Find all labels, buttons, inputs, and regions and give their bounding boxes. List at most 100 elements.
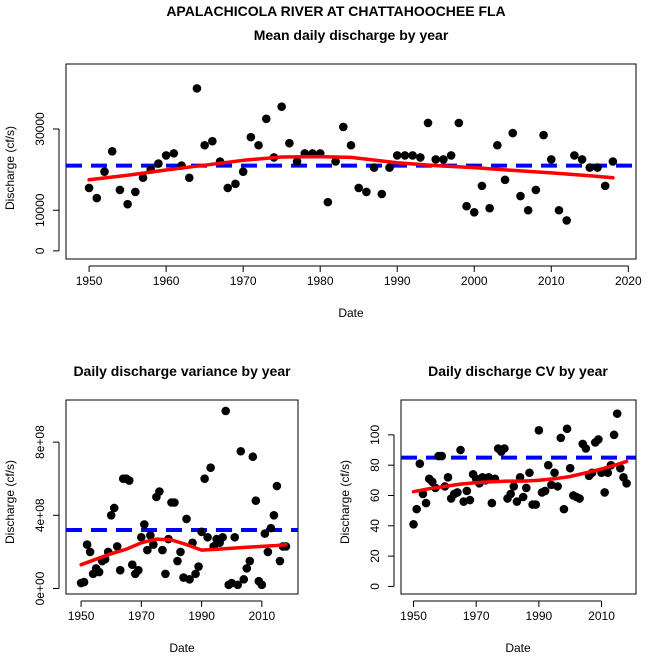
data-point (182, 514, 191, 524)
data-point (134, 565, 143, 575)
data-point (443, 472, 453, 482)
data-point (446, 151, 456, 160)
data-point (155, 487, 164, 496)
data-point (506, 489, 515, 499)
plot-frame (400, 399, 637, 595)
data-point (608, 157, 618, 166)
data-point (369, 163, 379, 172)
data-point (230, 532, 240, 542)
y-tick-label: 30000 (33, 112, 47, 146)
data-point (609, 430, 619, 440)
chart-title: Daily discharge variance by year (73, 363, 291, 379)
chart-panel-cv: Daily discharge CV by year Date Discharg… (338, 363, 637, 655)
data-point (242, 564, 252, 573)
data-point (385, 163, 394, 172)
data-point (257, 580, 267, 590)
data-point (518, 492, 528, 502)
data-point (534, 426, 544, 435)
data-point (577, 155, 587, 164)
data-point (622, 479, 631, 488)
y-tick-label: 40 (368, 519, 382, 533)
data-point (239, 575, 249, 584)
x-axis-label: Date (169, 641, 195, 655)
data-point (400, 151, 410, 160)
data-point (408, 151, 417, 160)
y-tick-label: 0 (33, 247, 47, 254)
x-tick-label: 1970 (128, 609, 155, 623)
data-point (585, 163, 595, 172)
data-point (158, 545, 167, 555)
data-point (409, 519, 418, 529)
data-point (531, 185, 541, 195)
data-point (540, 486, 550, 496)
data-point (115, 185, 125, 195)
data-point (539, 130, 548, 140)
data-point (570, 151, 579, 160)
data-point (112, 542, 122, 551)
chart-panel-mean: Mean daily discharge by year Date Discha… (3, 27, 642, 320)
data-point (233, 580, 243, 590)
data-point (421, 498, 431, 508)
y-tick-label: 80 (368, 458, 382, 472)
data-point (500, 175, 510, 185)
data-point (263, 547, 273, 557)
data-point (423, 118, 433, 128)
data-point (197, 527, 206, 537)
data-point (203, 532, 212, 542)
data-point (454, 118, 464, 128)
data-point (500, 444, 509, 453)
data-point (94, 567, 104, 577)
data-point (146, 531, 155, 540)
data-point (109, 503, 119, 513)
data-point (169, 149, 179, 158)
data-point (437, 451, 447, 461)
y-axis-label: Discharge (cf/s) (3, 460, 17, 544)
data-point (124, 476, 134, 485)
x-tick-label: 1950 (68, 609, 95, 623)
data-point (292, 157, 302, 166)
y-tick-label: 20 (368, 549, 382, 563)
data-point (485, 203, 494, 213)
data-point (616, 463, 625, 473)
data-point (462, 201, 471, 211)
data-point (323, 197, 333, 207)
data-point (269, 511, 279, 520)
data-point (465, 495, 475, 505)
trend-line (87, 154, 615, 182)
x-tick-label: 2000 (461, 274, 488, 288)
data-point (416, 153, 425, 162)
data-point (140, 520, 149, 529)
data-point (554, 205, 564, 215)
data-point (79, 577, 89, 587)
data-point (106, 511, 116, 520)
data-point (260, 529, 270, 538)
data-point (223, 183, 233, 193)
data-point (346, 140, 356, 150)
data-point (600, 488, 609, 497)
data-point (138, 173, 148, 183)
data-point (331, 157, 340, 166)
data-point (556, 433, 566, 443)
data-point (154, 159, 163, 168)
data-point (206, 463, 215, 473)
data-point (603, 468, 613, 478)
data-point (191, 569, 200, 579)
data-point (137, 532, 146, 542)
data-point (245, 556, 255, 566)
data-point (84, 183, 94, 193)
data-point (531, 500, 541, 509)
data-point (525, 468, 534, 478)
data-point (546, 155, 556, 164)
data-point (107, 147, 117, 156)
data-point (377, 189, 387, 199)
data-point (600, 181, 610, 191)
data-point (462, 486, 472, 496)
data-point (173, 556, 182, 566)
x-tick-label: 2010 (248, 609, 275, 623)
data-point (261, 114, 271, 124)
y-tick-label: 10000 (33, 193, 47, 227)
x-tick-label: 1970 (230, 274, 257, 288)
data-point (362, 187, 371, 197)
data-point (185, 575, 194, 584)
y-tick-label: 8e+08 (33, 425, 47, 459)
